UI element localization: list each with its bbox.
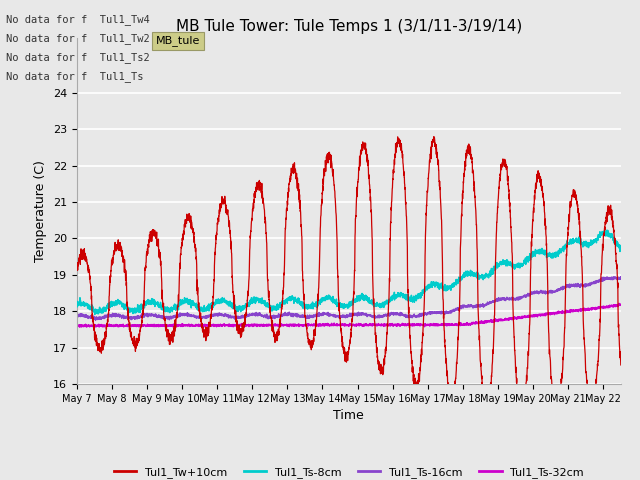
- Tul1_Ts-8cm: [243, 301, 251, 307]
- Tul1_Ts-32cm: [602, 305, 609, 311]
- Text: No data for f  Tul1_Ts2: No data for f Tul1_Ts2: [6, 52, 150, 63]
- Tul1_Ts-16cm: [243, 312, 251, 317]
- Text: No data for f  Tul1_Ts: No data for f Tul1_Ts: [6, 71, 144, 82]
- Text: MB_tule: MB_tule: [156, 36, 200, 47]
- Tul1_Ts-16cm: [425, 311, 433, 316]
- Tul1_Ts-16cm: [602, 276, 609, 281]
- Tul1_Ts-16cm: [616, 274, 624, 280]
- Tul1_Ts-16cm: [617, 274, 625, 280]
- Tul1_Ts-16cm: [194, 313, 202, 319]
- Tul1_Tw+10cm: [518, 409, 525, 415]
- Tul1_Tw+10cm: [566, 203, 574, 209]
- Tul1_Ts-8cm: [91, 312, 99, 317]
- Line: Tul1_Ts-32cm: Tul1_Ts-32cm: [77, 303, 621, 327]
- Tul1_Ts-32cm: [243, 322, 251, 327]
- Legend: Tul1_Tw+10cm, Tul1_Ts-8cm, Tul1_Ts-16cm, Tul1_Ts-32cm: Tul1_Tw+10cm, Tul1_Ts-8cm, Tul1_Ts-16cm,…: [109, 462, 588, 480]
- Tul1_Ts-32cm: [76, 324, 84, 330]
- Tul1_Ts-8cm: [194, 302, 202, 308]
- Tul1_Ts-32cm: [73, 323, 81, 328]
- Tul1_Tw+10cm: [425, 171, 433, 177]
- Tul1_Tw+10cm: [602, 221, 609, 227]
- Line: Tul1_Ts-16cm: Tul1_Ts-16cm: [77, 277, 621, 320]
- Tul1_Ts-32cm: [566, 309, 573, 315]
- Title: MB Tule Tower: Tule Temps 1 (3/1/11-3/19/14): MB Tule Tower: Tule Temps 1 (3/1/11-3/19…: [175, 20, 522, 35]
- Tul1_Ts-16cm: [92, 317, 99, 323]
- Tul1_Ts-32cm: [194, 323, 202, 328]
- Tul1_Tw+10cm: [617, 362, 625, 368]
- Tul1_Ts-8cm: [433, 282, 440, 288]
- Text: No data for f  Tul1_Tw2: No data for f Tul1_Tw2: [6, 33, 150, 44]
- Tul1_Ts-8cm: [603, 228, 611, 233]
- Tul1_Ts-8cm: [566, 239, 573, 245]
- Tul1_Ts-16cm: [566, 283, 573, 288]
- Text: No data for f  Tul1_Tw4: No data for f Tul1_Tw4: [6, 13, 150, 24]
- Tul1_Tw+10cm: [73, 264, 81, 270]
- Tul1_Tw+10cm: [433, 152, 440, 157]
- Line: Tul1_Tw+10cm: Tul1_Tw+10cm: [77, 137, 621, 412]
- Tul1_Ts-8cm: [617, 246, 625, 252]
- Tul1_Tw+10cm: [194, 289, 202, 295]
- Tul1_Ts-32cm: [617, 302, 625, 308]
- Tul1_Tw+10cm: [243, 303, 251, 309]
- Tul1_Ts-16cm: [433, 311, 440, 316]
- Tul1_Ts-8cm: [602, 230, 609, 236]
- Tul1_Ts-16cm: [73, 312, 81, 318]
- Tul1_Tw+10cm: [430, 134, 438, 140]
- Line: Tul1_Ts-8cm: Tul1_Ts-8cm: [77, 230, 621, 314]
- Tul1_Ts-32cm: [433, 322, 440, 327]
- Tul1_Ts-32cm: [425, 322, 433, 327]
- Tul1_Ts-32cm: [615, 300, 623, 306]
- X-axis label: Time: Time: [333, 409, 364, 422]
- Y-axis label: Temperature (C): Temperature (C): [35, 160, 47, 262]
- Tul1_Ts-8cm: [73, 300, 81, 306]
- Tul1_Ts-8cm: [425, 282, 433, 288]
